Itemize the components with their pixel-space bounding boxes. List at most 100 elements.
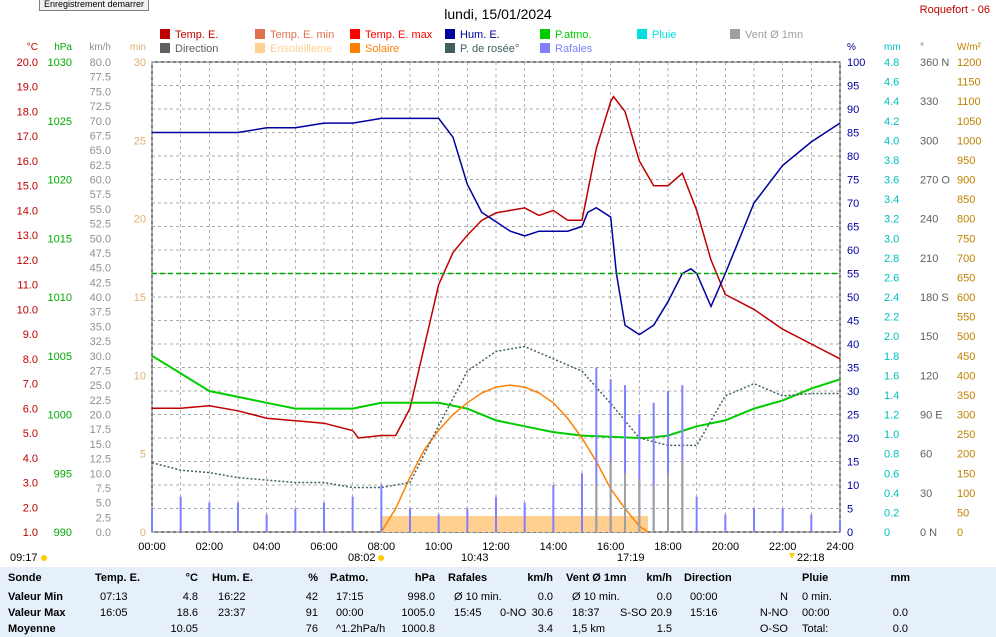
table-header: km/h <box>527 572 553 584</box>
direction_deg-tick-label: 180 S <box>920 292 949 304</box>
table-header: % <box>308 572 318 584</box>
wind_kmh-tick-label: 10.0 <box>90 468 111 480</box>
direction_deg-tick-label: 270 O <box>920 175 950 187</box>
table-cell: 17:15 <box>336 591 364 603</box>
rain_mm-tick-label: 0.6 <box>884 468 899 480</box>
temp_c-tick-label: 4.0 <box>23 453 38 465</box>
rain_mm-unit-label: mm <box>884 42 901 53</box>
direction_deg-tick-label: 210 <box>920 253 938 265</box>
rain_mm-tick-label: 2.6 <box>884 272 899 284</box>
humidity_pct-tick-label: 20 <box>847 433 859 445</box>
rain_mm-tick-label: 3.6 <box>884 175 899 187</box>
wind_kmh-tick-label: 20.0 <box>90 410 111 422</box>
rain_mm-tick-label: 3.2 <box>884 214 899 226</box>
wind_kmh-tick-label: 32.5 <box>90 336 111 348</box>
wind_kmh-tick-label: 22.5 <box>90 395 111 407</box>
wind_kmh-tick-label: 17.5 <box>90 424 111 436</box>
temp_c-tick-label: 15.0 <box>17 181 38 193</box>
table-cell: 18:37 <box>572 607 600 619</box>
table-header: Vent Ø 1mn <box>566 572 627 584</box>
humidity_pct-tick-label: 65 <box>847 222 859 234</box>
record-start-button[interactable]: Enregistrement demarrer <box>39 0 150 11</box>
wind_kmh-unit-label: km/h <box>89 42 111 53</box>
direction_deg-tick-label: 300 <box>920 135 938 147</box>
wind_kmh-tick-label: 77.5 <box>90 72 111 84</box>
table-cell: Ø 10 min. <box>454 591 502 603</box>
wind_kmh-tick-label: 65.0 <box>90 145 111 157</box>
wind_kmh-tick-label: 2.5 <box>96 512 111 524</box>
solar_wm2-tick-label: 1150 <box>957 77 981 89</box>
humidity_pct-unit-label: % <box>847 42 856 53</box>
rain_mm-tick-label: 2.8 <box>884 253 899 265</box>
rain_mm-tick-label: 0 <box>884 527 890 539</box>
table-header: Temp. E. <box>95 572 141 584</box>
table-header: Direction <box>684 572 732 584</box>
table-cell: 00:00 <box>336 607 364 619</box>
rain_mm-tick-label: 1.2 <box>884 410 899 422</box>
weather-chart: 00:00 02:00 04:00 06:00 08:00 10:00 12:00 14:00… <box>10 29 982 564</box>
legend-label: Temp. E. max <box>365 29 433 41</box>
rain_mm-tick-label: 2.0 <box>884 331 899 343</box>
table-cell: 30.6 <box>531 607 553 619</box>
direction_deg-tick-label: 90 E <box>920 410 943 422</box>
solar_wm2-tick-label: 1000 <box>957 135 981 147</box>
legend-label: Temp. E. <box>175 29 218 41</box>
legend-swatch <box>160 43 170 53</box>
rain_mm-tick-label: 4.6 <box>884 77 899 89</box>
table-cell: 76 <box>305 623 318 635</box>
temp_c-unit-label: °C <box>27 42 38 53</box>
wind_kmh-tick-label: 25.0 <box>90 380 111 392</box>
direction_deg-tick-label: 330 <box>920 96 938 108</box>
table-cell: 0.0 <box>656 591 672 603</box>
humidity_pct-tick-label: 100 <box>847 57 865 69</box>
temp_c-tick-label: 5.0 <box>23 428 38 440</box>
sun_min-tick-label: 5 <box>140 449 146 461</box>
table-header: Sonde <box>8 572 42 584</box>
legend-label: P.atmo. <box>555 29 592 41</box>
wind_kmh-tick-label: 60.0 <box>90 175 111 187</box>
humidity_pct-tick-label: 30 <box>847 386 859 398</box>
legend-swatch <box>255 43 265 53</box>
humidity_pct-tick-label: 15 <box>847 457 859 469</box>
rain_mm-tick-label: 4.8 <box>884 57 899 69</box>
solar_wm2-tick-label: 850 <box>957 194 975 206</box>
table-row-label: Valeur Max <box>8 607 66 619</box>
series-line <box>152 117 841 336</box>
legend-label: Vent Ø 1mn <box>745 29 803 41</box>
rain_mm-tick-label: 3.0 <box>884 233 899 245</box>
x-tick-label: 10:00 <box>425 541 453 553</box>
wind_kmh-tick-label: 55.0 <box>90 204 111 216</box>
temp_c-tick-label: 9.0 <box>23 329 38 341</box>
sun_min-tick-label: 0 <box>140 527 146 539</box>
x-tick-label: 04:00 <box>253 541 281 553</box>
table-cell: O-SO <box>759 623 788 635</box>
wind_kmh-tick-label: 42.5 <box>90 277 111 289</box>
direction_deg-tick-label: 0 N <box>920 527 937 539</box>
legend-label: Direction <box>175 43 218 55</box>
solar_wm2-tick-label: 100 <box>957 488 975 500</box>
table-cell: 1000.8 <box>401 623 435 635</box>
sunrise-label: 08:02 <box>348 552 376 564</box>
table-cell: 1005.0 <box>401 607 435 619</box>
humidity_pct-tick-label: 10 <box>847 480 859 492</box>
sun_min-tick-label: 30 <box>134 57 146 69</box>
table-cell: 0-NO <box>500 607 527 619</box>
temp_c-tick-label: 14.0 <box>17 205 38 217</box>
humidity_pct-tick-label: 45 <box>847 316 859 328</box>
wind_kmh-tick-label: 72.5 <box>90 101 111 113</box>
wind_kmh-tick-label: 7.5 <box>96 483 111 495</box>
x-tick-label: 14:00 <box>540 541 568 553</box>
solar_wm2-tick-label: 1050 <box>957 116 981 128</box>
humidity_pct-tick-label: 55 <box>847 269 859 281</box>
direction_deg-tick-label: 150 <box>920 331 938 343</box>
wind_kmh-tick-label: 45.0 <box>90 263 111 275</box>
wind_kmh-tick-label: 0.0 <box>96 527 111 539</box>
humidity_pct-tick-label: 50 <box>847 292 859 304</box>
solar_wm2-tick-label: 50 <box>957 507 969 519</box>
rain_mm-tick-label: 1.6 <box>884 370 899 382</box>
humidity_pct-tick-label: 35 <box>847 363 859 375</box>
table-cell: 998.0 <box>407 591 435 603</box>
x-tick-label: 12:00 <box>482 541 510 553</box>
solar_wm2-tick-label: 350 <box>957 390 975 402</box>
temp_c-tick-label: 2.0 <box>23 502 38 514</box>
